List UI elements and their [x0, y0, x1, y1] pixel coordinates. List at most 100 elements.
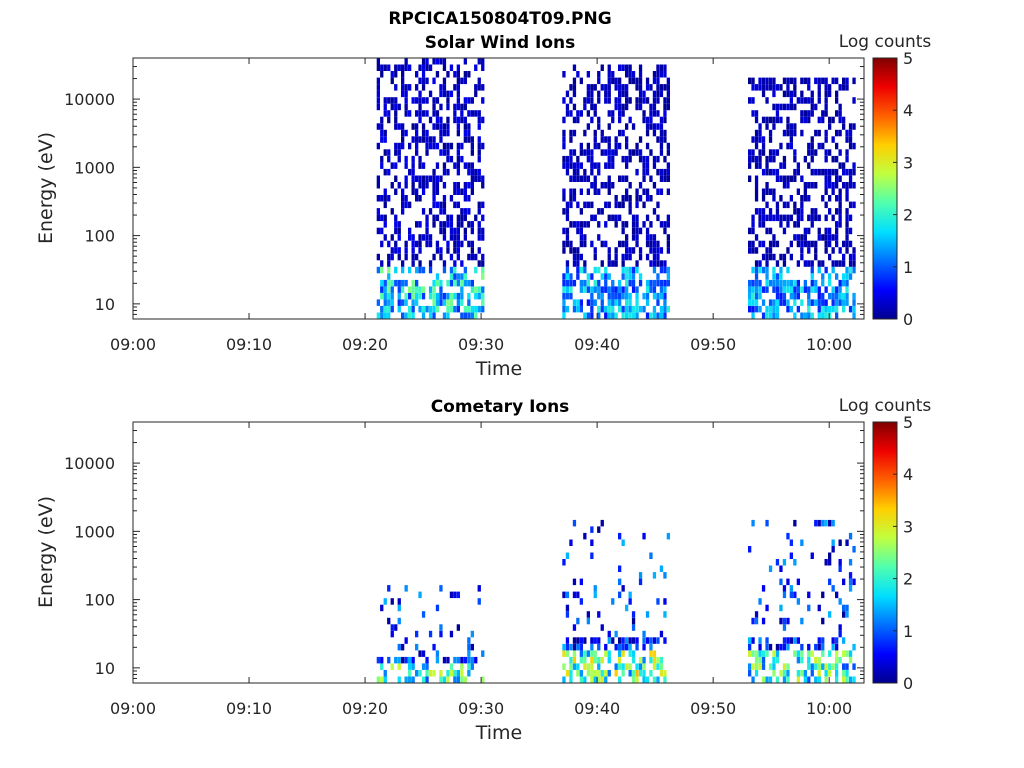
- heatmap-cell: [845, 266, 849, 274]
- heatmap-cell: [758, 598, 762, 605]
- heatmap-cell: [754, 670, 759, 677]
- heatmap-cell: [474, 175, 478, 182]
- heatmap-cell: [439, 253, 443, 261]
- heatmap-cell: [586, 97, 590, 104]
- heatmap-cell: [852, 260, 856, 267]
- heatmap-cell: [810, 208, 814, 215]
- heatmap-cell: [814, 286, 818, 293]
- heatmap-cell: [449, 279, 454, 287]
- heatmap-cell: [779, 299, 783, 306]
- heatmap-cell: [411, 656, 415, 664]
- heatmap-cell: [597, 266, 601, 274]
- heatmap-cell: [442, 123, 447, 130]
- heatmap-cell: [579, 175, 583, 182]
- heatmap-cell: [394, 214, 398, 222]
- heatmap-cell: [470, 253, 474, 261]
- heatmap-cell: [569, 201, 573, 209]
- heatmap-cell: [449, 64, 454, 71]
- heatmap-cell: [635, 84, 639, 91]
- heatmap-cell: [597, 676, 601, 683]
- heatmap-cell: [842, 663, 846, 670]
- heatmap-cell: [793, 208, 797, 215]
- heatmap-cell: [831, 585, 835, 592]
- heatmap-cell: [758, 260, 762, 267]
- heatmap-cell: [569, 195, 573, 202]
- heatmap-cell: [838, 247, 842, 254]
- heatmap-cell: [793, 519, 797, 527]
- heatmap-cell: [421, 162, 426, 169]
- heatmap-cell: [765, 650, 769, 657]
- heatmap-cell: [645, 188, 650, 195]
- heatmap-cell: [838, 221, 842, 228]
- heatmap-cell: [824, 103, 828, 111]
- heatmap-cell: [569, 273, 573, 280]
- heatmap-cell: [439, 103, 443, 111]
- heatmap-cell: [831, 188, 835, 195]
- x-axis-label: Time: [475, 358, 523, 380]
- heatmap-cell: [408, 656, 412, 664]
- heatmap-cell: [383, 292, 387, 300]
- heatmap-cell: [477, 260, 481, 267]
- heatmap-cell: [631, 214, 636, 222]
- heatmap-cell: [848, 260, 853, 267]
- heatmap-cell: [481, 234, 485, 241]
- heatmap-cell: [586, 142, 590, 150]
- heatmap-cell: [666, 97, 670, 104]
- heatmap-cell: [748, 162, 752, 169]
- heatmap-cell: [663, 260, 667, 267]
- heatmap-cell: [656, 64, 660, 71]
- heatmap-cell: [439, 58, 443, 65]
- heatmap-cell: [453, 201, 457, 209]
- heatmap-cell: [408, 64, 412, 71]
- heatmap-cell: [449, 591, 454, 599]
- heatmap-cell: [814, 168, 818, 176]
- heatmap-cell: [663, 227, 667, 235]
- heatmap-cell: [775, 84, 780, 91]
- heatmap-cell: [442, 676, 447, 683]
- heatmap-cell: [628, 279, 632, 287]
- heatmap-cell: [453, 234, 457, 241]
- heatmap-cell: [428, 292, 433, 300]
- heatmap-cell: [383, 195, 387, 202]
- heatmap-cell: [593, 84, 597, 91]
- heatmap-cell: [418, 162, 422, 169]
- heatmap-cell: [432, 299, 436, 306]
- heatmap-cell: [415, 221, 419, 228]
- heatmap-cell: [768, 116, 773, 124]
- heatmap-cell: [481, 175, 485, 182]
- heatmap-cell: [835, 305, 839, 313]
- heatmap-cell: [467, 656, 471, 664]
- heatmap-cell: [765, 84, 769, 91]
- heatmap-cell: [394, 188, 398, 195]
- heatmap-cell: [586, 617, 590, 625]
- heatmap-cell: [786, 643, 790, 651]
- heatmap-cell: [380, 162, 384, 169]
- heatmap-cell: [793, 286, 797, 293]
- heatmap-cell: [460, 214, 464, 222]
- heatmap-cell: [593, 162, 597, 169]
- heatmap-cell: [754, 110, 759, 117]
- heatmap-cell: [659, 64, 664, 71]
- heatmap-cell: [775, 149, 780, 156]
- heatmap-cell: [842, 260, 846, 267]
- heatmap-cell: [786, 532, 790, 540]
- heatmap-cell: [442, 64, 447, 71]
- heatmap-cell: [565, 234, 570, 241]
- heatmap-cell: [477, 292, 481, 300]
- heatmap-cell: [428, 116, 433, 124]
- heatmap-cell: [835, 175, 839, 182]
- heatmap-cell: [848, 676, 853, 683]
- heatmap-cell: [765, 247, 769, 254]
- heatmap-cell: [751, 617, 755, 625]
- heatmap-cell: [635, 292, 639, 300]
- heatmap-cell: [800, 175, 804, 182]
- heatmap-cell: [656, 260, 660, 267]
- heatmap-cell: [435, 247, 440, 254]
- heatmap-cell: [604, 266, 608, 274]
- heatmap-cell: [803, 676, 807, 683]
- heatmap-cell: [638, 155, 643, 163]
- heatmap-cell: [418, 305, 422, 313]
- heatmap-cell: [449, 90, 454, 98]
- heatmap-cell: [401, 129, 405, 137]
- heatmap-cell: [789, 539, 793, 546]
